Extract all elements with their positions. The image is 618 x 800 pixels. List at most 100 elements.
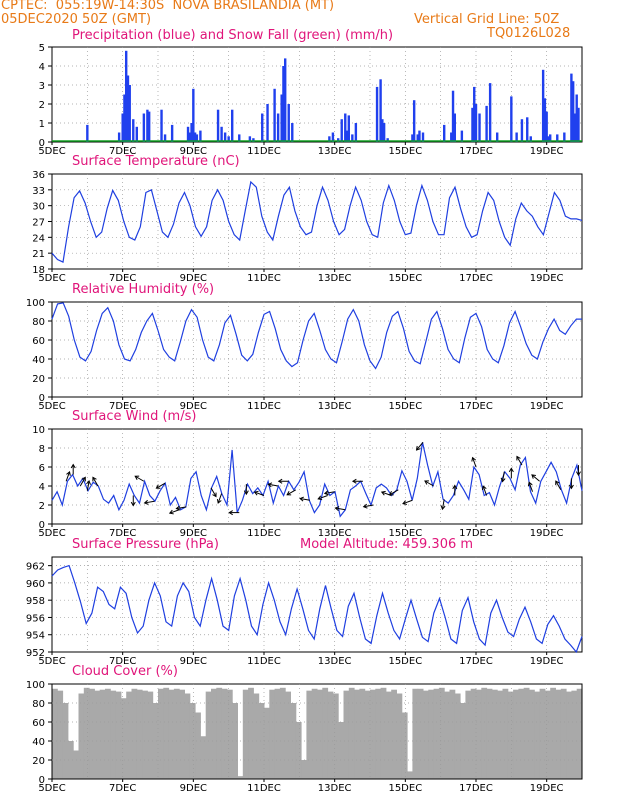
cloud-bar bbox=[460, 703, 466, 779]
wind-arrow bbox=[254, 491, 265, 496]
cloud-bar bbox=[62, 703, 69, 779]
y-tick-label: 36 bbox=[32, 170, 45, 181]
header-station: CPTEC: 055:19W-14:30S NOVA BRASILANDIA (… bbox=[1, 0, 335, 13]
precip-bar bbox=[126, 75, 130, 142]
x-tick-label: 9DEC bbox=[180, 528, 207, 539]
wind-speed-line bbox=[51, 442, 583, 518]
cloud-bar bbox=[295, 722, 302, 779]
wind-arrow bbox=[176, 506, 187, 510]
y-tick-label: 956 bbox=[26, 613, 45, 624]
wind-arrow bbox=[363, 504, 374, 508]
precip-bar bbox=[331, 132, 335, 142]
x-tick-label: 7DEC bbox=[109, 273, 136, 284]
precip-bar bbox=[282, 66, 285, 142]
cloud-bar bbox=[253, 693, 260, 779]
panel-frame bbox=[51, 428, 583, 525]
y-tick-label: 2 bbox=[39, 501, 45, 512]
x-tick-label: 5DEC bbox=[38, 146, 65, 157]
cloud-bar bbox=[465, 690, 472, 779]
panel-frame bbox=[51, 683, 583, 780]
x-tick-label: 9DEC bbox=[180, 401, 207, 412]
wind-arrow-head bbox=[471, 456, 477, 462]
precip-bar bbox=[142, 113, 146, 142]
cloud-bar bbox=[248, 687, 254, 779]
temperature-line bbox=[51, 180, 583, 263]
wind-arrow-head bbox=[66, 470, 71, 476]
cloud-bar bbox=[205, 691, 212, 779]
temp-title: Surface Temperature (nC) bbox=[72, 154, 240, 169]
cloud-bar bbox=[523, 687, 530, 779]
y-tick-label: 0 bbox=[39, 520, 45, 531]
x-tick-label: 11DEC bbox=[247, 528, 281, 539]
cloud-bar bbox=[242, 689, 249, 779]
precip-bar bbox=[347, 115, 350, 142]
precip-bar bbox=[121, 113, 124, 142]
wind-arrow-head bbox=[508, 467, 514, 473]
precip-bar bbox=[199, 130, 202, 142]
precip-bar bbox=[146, 109, 149, 142]
precip-bar bbox=[571, 81, 575, 142]
cloud-bar bbox=[449, 689, 456, 779]
x-tick-label: 11DEC bbox=[247, 146, 281, 157]
cloud-bar bbox=[529, 689, 535, 779]
cloud-bar bbox=[237, 776, 244, 779]
wind-arrow bbox=[324, 491, 335, 494]
cloud-bar bbox=[354, 689, 360, 779]
x-tick-label: 5DEC bbox=[38, 273, 65, 284]
wind-arrow-head bbox=[452, 484, 458, 490]
precip-bar bbox=[556, 134, 559, 142]
cloud-bar bbox=[57, 690, 64, 779]
cloud-bar bbox=[502, 688, 509, 779]
y-tick-label: 30 bbox=[32, 202, 45, 213]
cloud-bar bbox=[110, 690, 117, 779]
wind-arrow bbox=[268, 483, 279, 487]
precip-bar bbox=[541, 69, 545, 142]
precip-bar bbox=[160, 109, 163, 142]
wind-arrow-head bbox=[143, 499, 149, 505]
wind-arrow bbox=[555, 480, 562, 491]
x-tick-label: 17DEC bbox=[459, 656, 493, 667]
wind-arrow-head bbox=[440, 505, 446, 511]
pressure-line bbox=[51, 564, 583, 654]
cloud-bar bbox=[428, 689, 435, 779]
y-tick-label: 8 bbox=[39, 444, 45, 455]
x-tick-label: 13DEC bbox=[318, 656, 352, 667]
wind-arrow bbox=[531, 474, 540, 482]
precip-bar bbox=[460, 130, 464, 142]
precip-bar bbox=[375, 86, 379, 142]
wind-arrow-head bbox=[481, 485, 487, 491]
cloud-bar bbox=[168, 689, 175, 779]
precip-bar bbox=[412, 100, 416, 142]
x-tick-label: 9DEC bbox=[180, 146, 207, 157]
cloud-bar bbox=[338, 722, 344, 779]
cloud-bar bbox=[476, 689, 482, 779]
precip-bar bbox=[418, 130, 421, 142]
y-tick-label: 100 bbox=[26, 680, 45, 691]
cloud-bar bbox=[311, 688, 318, 779]
cloud-bar bbox=[290, 703, 297, 779]
wind-title: Surface Wind (m/s) bbox=[72, 409, 197, 424]
cloud-bar bbox=[327, 691, 334, 779]
x-tick-label: 5DEC bbox=[38, 401, 65, 412]
precip-bar bbox=[170, 124, 174, 142]
wind-arrow-head bbox=[531, 474, 536, 479]
cloud-bar bbox=[518, 688, 525, 779]
y-tick-label: 952 bbox=[26, 648, 45, 659]
precip-bar bbox=[128, 85, 131, 142]
x-tick-label: 17DEC bbox=[459, 401, 493, 412]
wind-arrow-head bbox=[155, 484, 161, 489]
y-tick-label: 5 bbox=[39, 43, 45, 54]
precip-bar bbox=[381, 119, 384, 142]
x-tick-label: 5DEC bbox=[38, 783, 65, 794]
wind-arrow bbox=[502, 471, 505, 482]
y-tick-label: 33 bbox=[32, 186, 45, 197]
wind-arrow-head bbox=[317, 495, 323, 501]
cloud-bar bbox=[359, 688, 366, 779]
x-tick-label: 13DEC bbox=[318, 783, 352, 794]
y-tick-label: 27 bbox=[32, 218, 45, 229]
x-tick-label: 13DEC bbox=[318, 528, 352, 539]
precip-bar bbox=[515, 132, 518, 142]
precip-bar bbox=[86, 124, 89, 142]
cloud-bar bbox=[332, 693, 339, 779]
x-tick-label: 19DEC bbox=[530, 273, 564, 284]
